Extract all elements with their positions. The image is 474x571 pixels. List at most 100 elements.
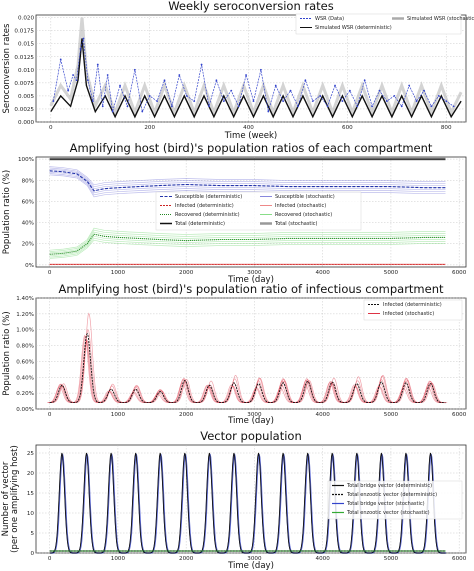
data-point [319,95,322,97]
infected-deterministic-line [49,332,446,404]
legend-label: Simulated WSR (stochastic) [407,16,474,22]
susceptible-stochastic-line [49,167,446,188]
x-tick-label: 1000 [111,556,126,562]
y-tick-label: 80% [22,178,34,184]
x-tick-label: 0 [48,556,52,562]
y-tick-label: 1.20% [16,312,34,318]
y-tick-label: 5 [30,531,34,537]
data-point [356,105,359,108]
data-point [126,105,129,108]
legend-label: Recovered (deterministic) [175,212,240,218]
data-point [208,105,210,108]
data-point [400,105,403,108]
data-point [72,74,74,76]
legend-label: Total enzootic vector (deterministic) [346,492,437,498]
chart-panel-2: 0 1000 2000 3000 4000 5000 6000 0% 20% 40% 60% 80% 1… [2,141,467,285]
x-tick-label: 200 [144,125,155,131]
data-point [215,79,218,82]
y-tick-label: 0 [30,551,34,557]
legend-label: Infected (deterministic) [383,302,442,308]
susceptible-stochastic-line [49,173,446,196]
data-point [82,37,85,40]
data-point [415,100,418,103]
x-axis-label: Time (day) [227,561,274,571]
x-tick-label: 0 [49,125,53,131]
data-point [96,63,99,66]
legend-label: Total bridge vector (stochastic) [346,501,425,507]
legend-label: Infected (stochastic) [383,311,434,317]
y-tick-label: 25 [27,451,35,457]
data-point [75,79,78,82]
recovered-stochastic-line [49,229,446,252]
data-point [378,89,381,92]
y-tick-label: 0.010 [18,68,34,74]
data-point [222,100,225,103]
x-tick-label: 3000 [247,412,262,418]
x-tick-label: 2000 [179,412,194,418]
legend-label: Susceptible (deterministic) [175,194,242,200]
data-point [430,105,433,108]
data-point [341,100,344,103]
data-point [452,105,455,108]
data-point [267,110,270,113]
chart-panel-4: 0 1000 2000 3000 4000 5000 6000 0 5 10 15 20 25 Vecto… [1,429,467,571]
x-tick-label: 6000 [452,270,467,276]
infected-stochastic-line [48,340,445,404]
legend [363,299,463,321]
y-tick-label: 10 [27,511,35,517]
data-point [363,79,366,82]
y-tick-label: 0.015 [18,42,34,48]
data-point [101,105,104,108]
data-point [386,100,388,103]
y-tick-label: 0.000 [18,120,34,126]
x-tick-label: 1000 [111,412,126,418]
data-point [111,110,114,113]
chart-title: Vector population [200,429,302,443]
y-tick-label: 0.0025 [14,107,34,113]
legend-label: Recovered (stochastic) [275,212,332,218]
x-tick-label: 5000 [384,412,399,418]
chart-title: Amplifying host (bird)'s population rati… [58,282,444,296]
y-tick-label: 0.40% [16,375,34,381]
data-point [311,100,314,103]
legend-label: Simulated WSR (deterministic) [315,25,392,31]
data-point [304,79,307,82]
y-tick-label: 1.40% [16,296,34,302]
legend-label: Susceptible (stochastic) [275,194,335,200]
recovered-stochastic-line [49,237,446,258]
data-point [393,95,396,97]
data-point [59,58,62,61]
y-tick-label: 0.20% [16,391,34,397]
y-tick-label: 0.0125 [14,55,34,61]
data-point [200,63,203,66]
data-point [408,84,411,87]
legend [295,13,462,35]
x-tick-label: 4000 [316,556,331,562]
data-point [148,95,151,97]
y-tick-label: 60% [22,199,34,205]
data-point [326,105,329,108]
x-tick-label: 5000 [384,270,399,276]
data-point [297,105,299,108]
data-point [371,105,373,108]
data-point [348,89,351,92]
data-point [156,100,158,103]
x-tick-label: 4000 [316,270,331,276]
data-point [445,100,448,103]
data-point [185,95,188,97]
y-tick-label: 15 [27,491,35,497]
y-tick-label: 40% [22,221,34,227]
x-tick-label: 2000 [179,556,194,562]
susceptible-deterministic-line [49,170,446,192]
data-point [193,100,196,103]
y-tick-label: 20% [22,242,34,248]
y-axis-label: Seroconversion rates [2,23,12,113]
x-tick-label: 2000 [179,270,194,276]
x-axis-label: Time (day) [227,275,274,285]
chart-title: Amplifying host (bird)'s population rati… [70,141,433,155]
legend-label: Total (stochastic) [274,221,318,227]
y-tick-label: 0.80% [16,344,34,350]
y-tick-label: 1.00% [16,328,34,334]
data-point [245,74,247,76]
